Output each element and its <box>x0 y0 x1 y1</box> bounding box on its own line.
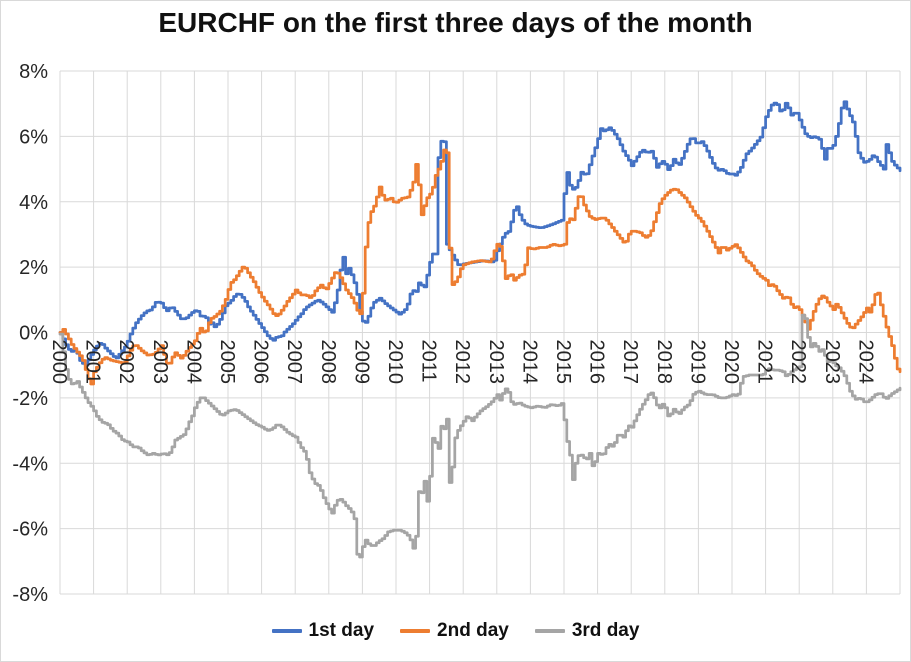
x-axis-tick-label: 2001 <box>82 340 104 385</box>
x-axis-tick-label: 2004 <box>182 340 204 385</box>
x-axis-tick-label: 2014 <box>518 340 540 385</box>
x-axis-tick-label: 2000 <box>48 340 70 385</box>
legend-label-2nd-day: 2nd day <box>437 620 509 641</box>
y-axis-tick-label: -4% <box>12 453 48 475</box>
y-axis-tick-label: -6% <box>12 519 48 541</box>
x-axis-tick-label: 2020 <box>720 340 742 385</box>
y-axis-tick-label: 4% <box>19 192 48 214</box>
legend-item-3rd-day: 3rd day <box>534 620 640 642</box>
x-axis-tick-label: 2012 <box>451 340 473 385</box>
x-axis-tick-label: 2017 <box>619 340 641 385</box>
x-axis-tick-label: 2003 <box>149 340 171 385</box>
y-axis-tick-label: 2% <box>19 257 48 279</box>
chart-title: EURCHF on the first three days of the mo… <box>158 7 753 38</box>
x-axis-tick-label: 2013 <box>485 340 507 385</box>
legend-swatch-2nd-day <box>400 629 431 633</box>
x-axis-tick-label: 2015 <box>552 340 574 385</box>
x-axis-tick-label: 2018 <box>653 340 675 385</box>
legend: 1st day 2nd day 3rd day <box>1 620 910 642</box>
legend-swatch-1st-day <box>271 629 302 633</box>
legend-item-2nd-day: 2nd day <box>400 620 509 642</box>
x-axis-tick-label: 2002 <box>115 340 137 385</box>
x-axis-tick-label: 2021 <box>754 340 776 385</box>
y-axis-tick-label: 8% <box>19 61 48 83</box>
y-axis-tick-label: 6% <box>19 126 48 148</box>
x-axis-tick-label: 2022 <box>787 340 809 385</box>
y-axis-tick-label: -8% <box>12 584 48 606</box>
y-axis-tick-label: -2% <box>12 388 48 410</box>
series-line-2nd-day <box>58 148 902 386</box>
x-axis-tick-label: 2023 <box>821 340 843 385</box>
legend-swatch-3rd-day <box>534 629 565 633</box>
x-axis-tick-label: 2019 <box>686 340 708 385</box>
x-axis-tick-label: 2007 <box>283 340 305 385</box>
legend-label-3rd-day: 3rd day <box>571 620 640 641</box>
series-line-3rd-day <box>58 313 902 559</box>
series-line-1st-day <box>58 100 902 367</box>
y-axis-tick-label: 0% <box>19 323 48 345</box>
x-axis-tick-label: 2011 <box>418 340 440 383</box>
x-axis-tick-label: 2010 <box>384 340 406 385</box>
x-axis-tick-label: 2024 <box>854 340 876 385</box>
x-axis-tick-label: 2016 <box>586 340 608 385</box>
x-axis-tick-label: 2005 <box>216 340 238 385</box>
x-axis-tick-label: 2008 <box>317 340 339 385</box>
x-axis-tick-label: 2009 <box>350 340 372 385</box>
legend-label-1st-day: 1st day <box>308 620 375 641</box>
x-axis-tick-label: 2006 <box>250 340 272 385</box>
legend-item-1st-day: 1st day <box>271 620 375 642</box>
